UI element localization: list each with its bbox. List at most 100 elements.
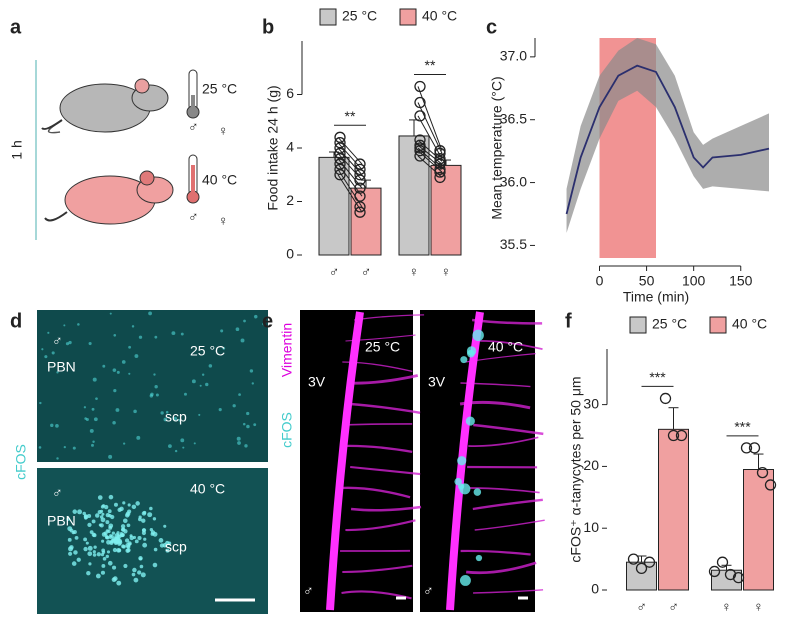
fiber [460,549,531,556]
data-point [434,145,446,157]
x-tick-label: 0 [596,273,604,289]
speck [56,457,59,460]
y-tick-label: 20 [583,457,599,473]
speck [67,537,72,542]
speck [148,311,152,316]
speck [101,548,106,553]
speck [182,446,185,449]
pair-line [417,86,443,151]
x-tick-label: 150 [729,273,753,289]
speck [232,404,236,408]
legend-label: 25 °C [342,8,377,24]
speck [126,548,131,553]
x-tick-label: 100 [682,273,706,289]
speck [123,563,128,569]
data-point [414,96,426,109]
y-tick-label: 4 [286,139,294,155]
fiber [345,519,416,532]
data-point [354,169,366,181]
stain-label: cFOS [13,444,29,480]
speck [112,368,117,372]
bar [658,428,689,591]
data-point [334,136,346,149]
x-tick-label: ♀ [753,599,764,615]
speck [76,557,81,562]
speck [251,382,254,385]
x-tick-label: ♂ [329,264,340,280]
data-point [434,153,446,165]
micrograph [37,468,268,614]
data-point [627,553,640,565]
data-point [414,145,426,157]
speck [465,416,475,426]
speck [237,441,241,445]
data-point [334,158,346,170]
speck [208,364,213,368]
speck [466,346,477,356]
fiber [466,561,537,575]
speck [112,547,118,553]
speck [152,531,158,537]
speck [88,341,92,346]
speck [93,417,98,422]
speck [163,524,167,528]
speck [89,428,94,433]
x-tick-label: ♀ [721,599,732,615]
speck [205,382,209,387]
region-label: PBN [47,359,76,375]
speck [122,544,126,549]
speck [180,332,184,336]
pair-line [337,174,363,213]
speck [101,539,105,543]
speck [199,384,202,387]
data-point [334,153,346,165]
speck [218,408,222,412]
sex-symbol: ♂ [423,583,434,599]
speck [138,335,143,339]
data-point [354,190,366,202]
data-point [414,110,426,122]
speck [112,565,117,570]
speck [152,562,158,568]
speck [134,354,139,358]
speck [103,504,109,510]
speck [120,524,126,529]
speck [165,548,170,553]
data-point [414,139,426,151]
data-point [434,158,446,170]
speck [100,570,106,575]
x-tick-label: ♀ [441,264,452,280]
speck [122,501,126,505]
speck [131,572,136,577]
legend-swatch [399,8,417,26]
speck [105,529,110,533]
speck [106,550,111,554]
speck [97,510,102,515]
speck [87,545,93,551]
data-point [434,155,446,168]
speck [180,438,185,443]
significance: *** [734,419,751,435]
x-tick-label: 50 [639,273,655,289]
temp-label: 25 °C [190,343,225,359]
speck [117,540,123,545]
panel-label: b [262,16,274,38]
bar [318,156,350,256]
speck [134,539,139,544]
structure-label: scp [165,409,187,425]
speck [101,564,106,568]
speck [102,557,107,561]
speck [178,418,182,422]
fiber [472,498,543,511]
speck [95,397,98,401]
speck [77,323,80,326]
data-point [732,571,745,584]
speck [99,515,104,519]
speck [128,345,132,349]
data-point [434,166,446,178]
sex-symbol: ♂ [303,583,314,599]
speck [107,509,112,514]
speck [116,580,122,586]
speck [107,560,113,566]
